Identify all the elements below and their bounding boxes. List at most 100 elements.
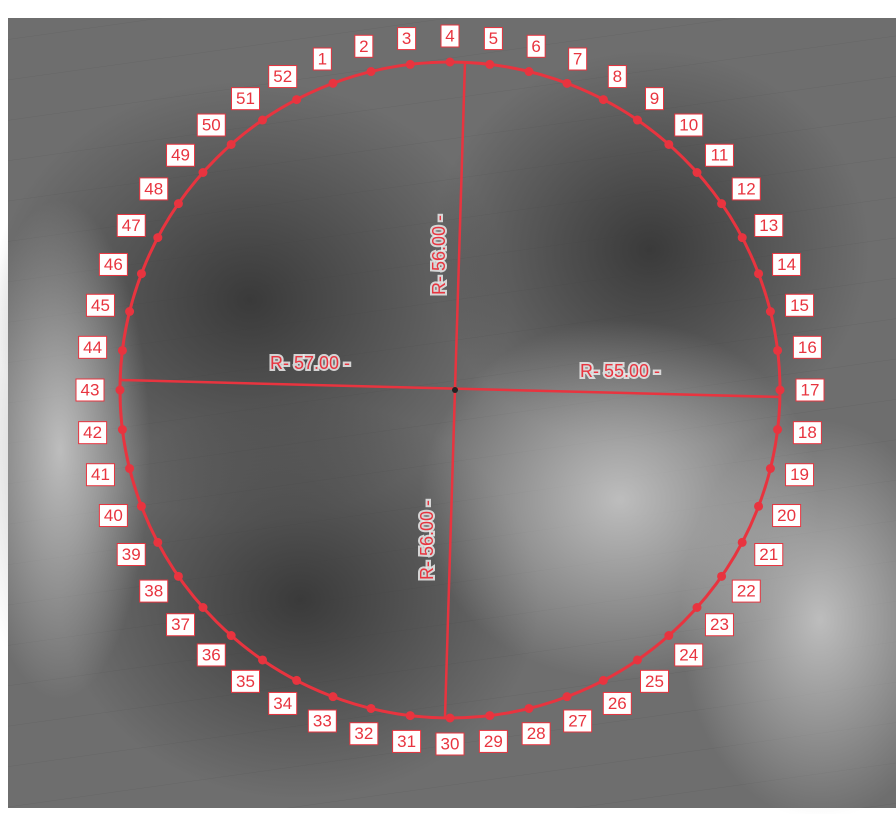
point-label-box — [85, 293, 115, 317]
point-label-box — [772, 504, 802, 528]
point-label-box — [354, 34, 374, 58]
point-label: 38 — [144, 582, 163, 601]
point-label-box — [785, 463, 815, 487]
point-label-box — [78, 335, 108, 359]
point-label-box — [196, 643, 226, 667]
point-marker — [717, 571, 727, 581]
point-label: 21 — [759, 545, 778, 564]
point-marker — [153, 233, 163, 243]
point-label-box — [230, 87, 260, 111]
point-marker — [754, 501, 764, 511]
point-label: 26 — [608, 694, 627, 713]
point-label: 41 — [91, 465, 110, 484]
point-label: 37 — [171, 615, 190, 634]
point-marker — [258, 115, 268, 125]
point-label: 15 — [790, 296, 809, 315]
point-marker — [773, 345, 783, 355]
point-label: 40 — [104, 506, 123, 525]
point-label-box — [392, 729, 422, 753]
point-marker — [125, 307, 135, 317]
radius-label: R- 57.00 - — [270, 353, 350, 373]
point-label: 8 — [613, 67, 622, 86]
point-marker — [445, 57, 455, 67]
point-label-box — [478, 729, 508, 753]
point-marker — [292, 675, 302, 685]
point-marker — [405, 711, 415, 721]
point-label-box — [349, 722, 379, 746]
point-marker — [405, 59, 415, 69]
point-label: 46 — [104, 255, 123, 274]
point-label-box — [268, 691, 298, 715]
point-marker — [632, 655, 642, 665]
point-marker — [765, 307, 775, 317]
point-label-box — [116, 213, 146, 237]
radius-label: R- 56.00 - — [417, 500, 437, 580]
point-marker — [292, 95, 302, 105]
point-label-box — [435, 732, 465, 756]
point-label: 16 — [798, 338, 817, 357]
point-label-box — [640, 669, 670, 693]
point-label: 2 — [359, 37, 368, 56]
point-marker — [737, 537, 747, 547]
point-label-box — [139, 177, 169, 201]
point-label: 28 — [527, 724, 546, 743]
point-label-box — [307, 709, 337, 733]
point-label-box — [312, 47, 332, 71]
point-label-box — [792, 421, 822, 445]
point-marker — [153, 537, 163, 547]
point-label: 9 — [650, 89, 659, 108]
point-marker — [366, 67, 376, 77]
point-label: 11 — [711, 146, 729, 165]
point-label: 27 — [568, 711, 587, 730]
point-label: 1 — [318, 49, 327, 68]
point-marker — [562, 692, 572, 702]
point-label-box — [483, 27, 503, 51]
point-label: 42 — [83, 423, 102, 442]
point-label-box — [754, 543, 784, 567]
point-label: 10 — [679, 116, 698, 135]
point-label-box — [731, 177, 761, 201]
point-marker — [598, 675, 608, 685]
point-label: 45 — [91, 296, 110, 315]
point-label-box — [85, 463, 115, 487]
point-label-box — [75, 378, 105, 402]
point-label-box — [78, 421, 108, 445]
point-marker — [117, 345, 127, 355]
point-label: 25 — [645, 672, 664, 691]
point-label-box — [792, 335, 822, 359]
point-marker — [226, 139, 236, 149]
point-label: 35 — [236, 672, 255, 691]
point-label-box — [98, 504, 128, 528]
radius-label: R- 56.00 - — [429, 215, 449, 295]
point-marker — [136, 269, 146, 279]
point-label: 31 — [397, 732, 416, 751]
point-label: 5 — [489, 29, 498, 48]
point-marker — [117, 425, 127, 435]
point-label-box — [674, 113, 704, 137]
clearing — [680, 420, 896, 814]
point-marker — [485, 711, 495, 721]
point-label-box — [166, 143, 196, 167]
point-label: 12 — [737, 179, 756, 198]
point-label: 47 — [122, 216, 141, 235]
radius-line — [119, 378, 781, 399]
point-label: 14 — [777, 255, 796, 274]
point-label: 19 — [790, 465, 809, 484]
point-label: 36 — [202, 645, 221, 664]
point-label: 50 — [202, 116, 221, 135]
point-marker — [115, 385, 125, 395]
point-marker — [664, 139, 674, 149]
point-label: 39 — [122, 545, 141, 564]
point-label-box — [645, 87, 665, 111]
point-label-box — [602, 691, 632, 715]
point-label: 18 — [798, 423, 817, 442]
point-marker — [773, 425, 783, 435]
point-label: 17 — [801, 380, 820, 399]
point-marker — [692, 603, 702, 613]
point-label-box — [772, 252, 802, 276]
point-label-box — [139, 579, 169, 603]
point-label: 24 — [679, 645, 698, 664]
point-marker — [754, 269, 764, 279]
point-label: 6 — [531, 37, 540, 56]
point-marker — [632, 115, 642, 125]
